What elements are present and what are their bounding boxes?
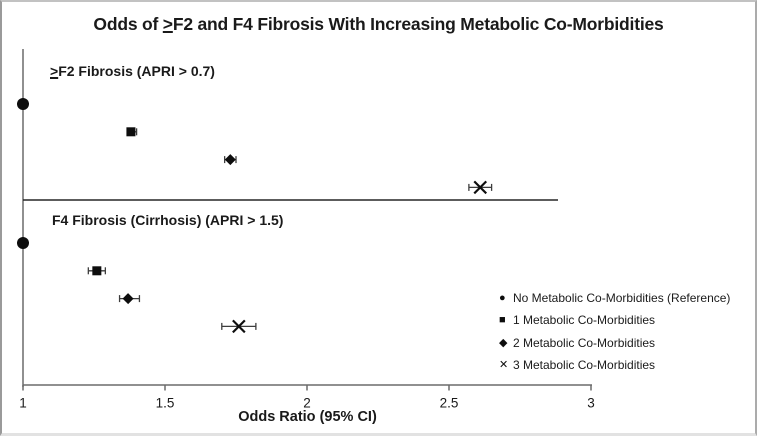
panel-label-f2: >F2 Fibrosis (APRI > 0.7) [50, 63, 215, 79]
x-tick-label: 3 [587, 396, 595, 411]
data-marker-x [473, 180, 488, 195]
data-marker-x [232, 319, 246, 334]
data-marker-square [126, 127, 136, 137]
chart-title-geq: > [162, 14, 173, 34]
diamond-marker-icon: ◆ [499, 336, 508, 349]
legend-label: 1 Metabolic Co-Morbidities [513, 313, 656, 328]
x-tick-label: 1.5 [156, 396, 175, 411]
data-marker-diamond [122, 293, 134, 305]
legend-label: No Metabolic Co-Morbidities (Reference) [513, 291, 731, 305]
data-marker-circle [17, 237, 29, 249]
legend-item-1-comorbidity: ■ 1 Metabolic Co-Morbidities [499, 309, 730, 331]
circle-marker-icon: ● [499, 292, 506, 304]
x-tick-label: 1 [19, 396, 27, 411]
square-marker-icon: ■ [499, 314, 506, 327]
data-marker-diamond [224, 154, 236, 166]
data-marker-square [92, 266, 102, 276]
x-tick-label: 2.5 [440, 396, 459, 411]
panel-label-f2-geq: > [50, 63, 59, 79]
x-tick-label: 2 [303, 396, 311, 411]
legend-item-reference: ● No Metabolic Co-Morbidities (Reference… [499, 287, 730, 309]
legend-label: 2 Metabolic Co-Morbidities [513, 335, 656, 350]
legend-label: 3 Metabolic Co-Morbidities [513, 358, 656, 373]
x-axis-title: Odds Ratio (95% CI) [238, 409, 377, 425]
x-marker-icon: ✕ [499, 359, 509, 372]
legend-item-3-comorbidities: ✕ 3 Metabolic Co-Morbidities [499, 354, 730, 376]
panel-label-f4: F4 Fibrosis (Cirrhosis) (APRI > 1.5) [52, 212, 283, 228]
panel-label-f4-text: F4 Fibrosis (Cirrhosis) (APRI > 1.5) [52, 212, 284, 228]
chart-title-pre: Odds of [93, 14, 163, 34]
data-marker-circle [17, 98, 29, 110]
legend-item-2-comorbidities: ◆ 2 Metabolic Co-Morbidities [499, 332, 730, 354]
chart-title: Odds of >F2 and F4 Fibrosis With Increas… [2, 14, 755, 35]
legend: ● No Metabolic Co-Morbidities (Reference… [499, 287, 730, 377]
panel-label-f2-rest: F2 Fibrosis (APRI > 0.7) [58, 63, 215, 79]
chart-title-rest: F2 and F4 Fibrosis With Increasing Metab… [172, 14, 664, 34]
